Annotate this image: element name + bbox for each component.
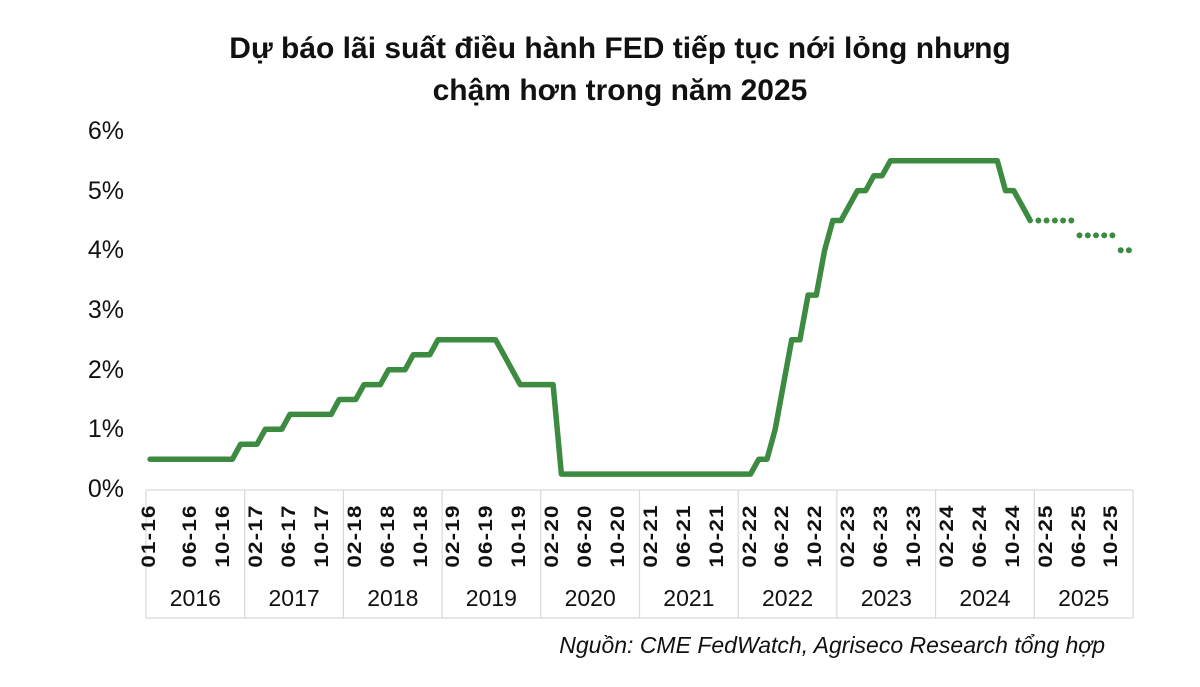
y-axis-tick-label: 0%: [87, 475, 124, 503]
x-axis-tick-label: 02-22: [739, 504, 761, 568]
x-axis-year-label: 2016: [169, 585, 221, 611]
fed-rate-dot-forecast: [1076, 232, 1083, 239]
x-axis-tick-label: 02-24: [936, 504, 958, 568]
x-axis-tick-label: 06-23: [871, 504, 893, 568]
x-axis-tick-label: 02-20: [542, 504, 564, 568]
x-axis-tick-label: 10-25: [1101, 504, 1123, 568]
fed-rate-dot-forecast: [1084, 232, 1091, 239]
chart-title: Dự báo lãi suất điều hành FED tiếp tục n…: [40, 28, 1200, 112]
x-axis-tick-label: 06-16: [180, 504, 202, 568]
x-axis-tick-label: 06-25: [1068, 504, 1090, 568]
x-axis-tick-label: 10-21: [706, 504, 728, 568]
x-axis-tick-label: 02-18: [344, 504, 366, 568]
x-axis-year-label: 2023: [860, 585, 912, 611]
fed-rate-dot-forecast: [1043, 217, 1050, 224]
x-axis-tick-label: 10-18: [410, 504, 432, 568]
x-axis-tick-label: 02-19: [443, 504, 465, 568]
x-axis-tick-label: 06-20: [575, 504, 596, 568]
x-axis-year-label: 2017: [268, 585, 320, 611]
fed-rate-dot-forecast: [1093, 232, 1099, 239]
x-axis-tick-label: 06-18: [377, 504, 399, 568]
fed-rate-dot-forecast: [1068, 217, 1075, 224]
x-axis-tick-label: 10-23: [904, 504, 925, 568]
x-axis-tick-label: 10-16: [213, 504, 235, 568]
chart-title-line2: chậm hơn trong năm 2025: [432, 74, 808, 107]
x-axis-year-label: 2024: [959, 585, 1011, 611]
x-axis-year-label: 2021: [663, 585, 715, 611]
x-axis-tick-label: 06-17: [278, 504, 300, 568]
x-axis-tick-label: 10-17: [311, 504, 333, 568]
x-axis-tick-label: 06-19: [476, 504, 498, 568]
x-axis-year-label: 2018: [367, 585, 419, 611]
fed-rate-dot-forecast: [1117, 247, 1124, 254]
y-axis-tick-label: 5%: [87, 177, 124, 205]
fed-rate-dot-forecast: [1125, 247, 1132, 254]
x-axis-tick-label: 10-24: [1002, 504, 1024, 568]
x-axis-year-label: 2020: [564, 585, 616, 611]
x-axis-tick-label: 10-19: [509, 504, 531, 568]
fed-rate-dot-forecast: [1109, 232, 1116, 239]
x-axis-year-label: 2025: [1058, 585, 1110, 611]
fed-rate-line-actual: [147, 158, 1033, 477]
fed-rate-dot-forecast: [1101, 232, 1108, 239]
x-axis-tick-label: 06-21: [673, 504, 695, 568]
x-axis-tick-label: 02-21: [640, 504, 662, 568]
x-axis-tick-label: 02-25: [1035, 504, 1057, 568]
fed-rate-dot-forecast: [1060, 217, 1067, 224]
x-axis-tick-label: 10-20: [607, 504, 629, 568]
x-axis-year-label: 2022: [762, 585, 814, 611]
x-axis-tick-label: 06-22: [772, 504, 794, 568]
x-axis-year-label: 2019: [465, 585, 517, 611]
x-axis-tick-label: 02-23: [838, 504, 860, 568]
x-axis-tick-label: 06-24: [969, 504, 991, 568]
y-axis-tick-label: 1%: [87, 415, 124, 443]
x-axis-tick-label: 02-17: [246, 504, 267, 568]
chart-title-line1: Dự báo lãi suất điều hành FED tiếp tục n…: [229, 32, 1011, 65]
source-note: Nguồn: CME FedWatch, Agriseco Research t…: [559, 632, 1105, 658]
y-axis-tick-label: 2%: [87, 356, 124, 384]
fed-rate-dot-forecast: [1035, 217, 1042, 224]
y-axis-tick-label: 3%: [87, 296, 124, 324]
x-axis-tick-label: 01-16: [139, 504, 161, 568]
y-axis-tick-label: 6%: [87, 117, 124, 145]
y-axis-tick-label: 4%: [87, 236, 124, 264]
x-axis-tick-label: 10-22: [805, 504, 827, 568]
fed-rate-dot-forecast: [1051, 217, 1058, 224]
